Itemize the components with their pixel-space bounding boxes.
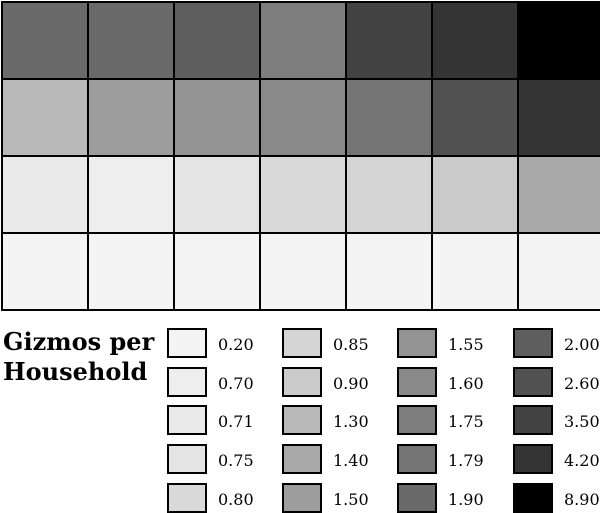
heatmap-cell-r3-c6 xyxy=(431,155,519,234)
heatmap-cell-r1-c2 xyxy=(87,1,175,80)
heatmap-cell-r2-c5 xyxy=(345,78,433,157)
heatmap-cell-r4-c5 xyxy=(345,232,433,311)
heatmap-cell-r1-c5 xyxy=(345,1,433,80)
heatmap-cell-r3-c5 xyxy=(345,155,433,234)
heatmap-cell-r2-c4 xyxy=(259,78,347,157)
legend-swatch-8-90 xyxy=(513,483,553,513)
legend-title-line-2: Household xyxy=(3,357,147,386)
heatmap-grid xyxy=(1,1,600,311)
legend-swatch-0-71 xyxy=(167,405,207,435)
heatmap-cell-r4-c2 xyxy=(87,232,175,311)
heatmap-cell-r1-c4 xyxy=(259,1,347,80)
heatmap-cell-r4-c3 xyxy=(173,232,261,311)
legend-items: 0.20 0.70 0.71 0.75 0.80 0.85 0.90 1.30 1.40 1.50… xyxy=(167,328,600,513)
legend-label-1-90: 1.90 xyxy=(448,490,484,509)
legend-label-4-20: 4.20 xyxy=(564,451,600,470)
heatmap-cell-r2-c2 xyxy=(87,78,175,157)
legend-label-0-90: 0.90 xyxy=(333,374,369,393)
legend-label-1-79: 1.79 xyxy=(448,451,484,470)
legend-label-1-40: 1.40 xyxy=(333,451,369,470)
legend-swatch-0-70 xyxy=(167,367,207,397)
heatmap-cell-r2-c7 xyxy=(517,78,600,157)
heatmap-cell-r4-c7 xyxy=(517,232,600,311)
heatmap-cell-r4-c4 xyxy=(259,232,347,311)
legend-label-0-70: 0.70 xyxy=(218,374,254,393)
legend-swatch-0-80 xyxy=(167,483,207,513)
legend-label-2-00: 2.00 xyxy=(564,335,600,354)
heatmap-cell-r1-c6 xyxy=(431,1,519,80)
legend-swatch-1-90 xyxy=(397,483,437,513)
legend-label-8-90: 8.90 xyxy=(564,490,600,509)
legend-label-0-71: 0.71 xyxy=(218,412,254,431)
heatmap-cell-r3-c1 xyxy=(1,155,89,234)
heatmap-cell-r1-c1 xyxy=(1,1,89,80)
legend-label-0-75: 0.75 xyxy=(218,451,254,470)
legend-label-1-30: 1.30 xyxy=(333,412,369,431)
legend-swatch-1-30 xyxy=(282,405,322,435)
legend-label-1-50: 1.50 xyxy=(333,490,369,509)
legend-swatch-3-50 xyxy=(513,405,553,435)
heatmap-cell-r2-c1 xyxy=(1,78,89,157)
legend-label-2-60: 2.60 xyxy=(564,374,600,393)
legend-swatch-1-79 xyxy=(397,444,437,474)
legend-swatch-1-55 xyxy=(397,328,437,358)
legend-label-1-55: 1.55 xyxy=(448,335,484,354)
legend-swatch-0-20 xyxy=(167,328,207,358)
heatmap-cell-r1-c7 xyxy=(517,1,600,80)
legend-swatch-1-75 xyxy=(397,405,437,435)
legend-swatch-1-40 xyxy=(282,444,322,474)
heatmap-cell-r3-c7 xyxy=(517,155,600,234)
legend-swatch-2-60 xyxy=(513,367,553,397)
heatmap-cell-r2-c6 xyxy=(431,78,519,157)
legend-swatch-1-60 xyxy=(397,367,437,397)
heatmap-cell-r3-c4 xyxy=(259,155,347,234)
legend-label-0-20: 0.20 xyxy=(218,335,254,354)
heatmap-cell-r4-c1 xyxy=(1,232,89,311)
legend-swatch-0-75 xyxy=(167,444,207,474)
heatmap-cell-r4-c6 xyxy=(431,232,519,311)
legend-label-3-50: 3.50 xyxy=(564,412,600,431)
legend-label-1-60: 1.60 xyxy=(448,374,484,393)
legend-title-line-1: Gizmos per xyxy=(3,327,155,356)
legend-label-0-80: 0.80 xyxy=(218,490,254,509)
legend-swatch-2-00 xyxy=(513,328,553,358)
legend-swatch-0-90 xyxy=(282,367,322,397)
legend-swatch-0-85 xyxy=(282,328,322,358)
legend-label-0-85: 0.85 xyxy=(333,335,369,354)
heatmap-cell-r3-c3 xyxy=(173,155,261,234)
legend-label-1-75: 1.75 xyxy=(448,412,484,431)
legend-swatch-1-50 xyxy=(282,483,322,513)
legend-swatch-4-20 xyxy=(513,444,553,474)
heatmap-cell-r2-c3 xyxy=(173,78,261,157)
heatmap-cell-r1-c3 xyxy=(173,1,261,80)
heatmap-cell-r3-c2 xyxy=(87,155,175,234)
legend: Gizmos per Household 0.20 0.70 0.71 0.75 0.8… xyxy=(3,327,600,513)
